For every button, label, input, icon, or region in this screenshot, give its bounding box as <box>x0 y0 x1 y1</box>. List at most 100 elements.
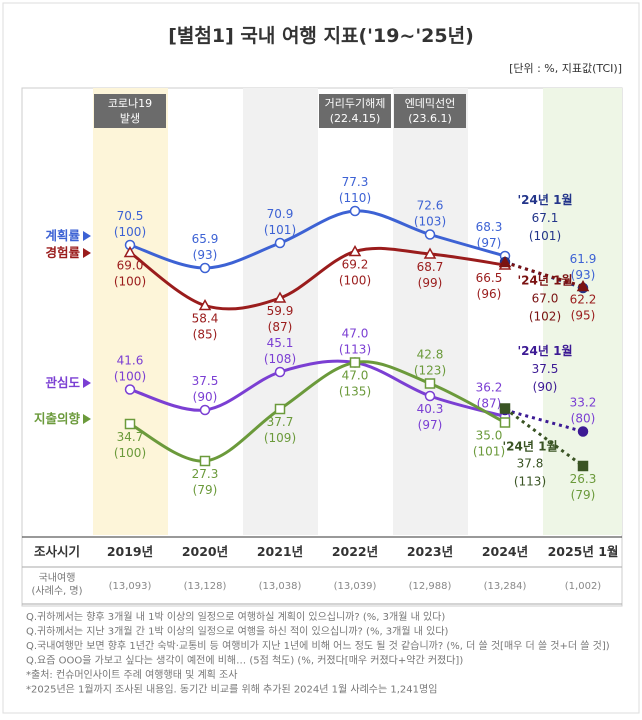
band-2021 <box>243 88 318 535</box>
index-label: (100) <box>114 275 146 289</box>
sample-size: (13,038) <box>259 581 302 592</box>
index-label: (93) <box>193 248 218 262</box>
annotation-text: 엔데믹선언 <box>405 97 456 110</box>
annotation-box <box>394 94 466 128</box>
footnote: Q.귀하께서는 향후 3개월 내 1박 이상의 일정으로 여행하실 계획이 있으… <box>26 610 445 623</box>
marker <box>124 384 136 395</box>
marker <box>424 229 436 240</box>
value-label: 45.1 <box>267 336 294 350</box>
value-label: 69.2 <box>342 258 369 272</box>
band-2025 <box>543 88 622 535</box>
value-label: 77.3 <box>342 175 369 189</box>
index-label: (100) <box>114 225 146 239</box>
marker <box>273 291 287 303</box>
index-label: (103) <box>414 215 446 229</box>
comparison-index: (101) <box>529 229 561 243</box>
index-label: (93) <box>571 268 596 282</box>
index-label: (79) <box>193 483 218 497</box>
index-label: (101) <box>264 223 296 237</box>
annotation-text: (23.6.1) <box>408 112 452 125</box>
x-tick-label: 2025년 1월 <box>548 544 619 559</box>
value-label: 65.9 <box>192 232 219 246</box>
index-label: (95) <box>571 309 596 323</box>
index-label: (87) <box>477 397 502 411</box>
series-name: 관심도 <box>45 375 80 390</box>
comparison-value: 67.1 <box>532 211 559 225</box>
comparison-index: (90) <box>533 380 558 394</box>
marker <box>499 403 511 414</box>
series-line <box>129 360 506 463</box>
value-label: 47.0 <box>342 369 369 383</box>
value-label: 37.5 <box>192 374 219 388</box>
value-label: 42.8 <box>417 348 444 362</box>
index-label: (80) <box>571 412 596 426</box>
unit: [단위 : %, 지표값(TCI)] <box>509 62 622 75</box>
value-label: 69.0 <box>117 259 144 273</box>
index-label: (100) <box>114 370 146 384</box>
marker <box>274 237 286 249</box>
footnote: Q.요즘 OOO을 가보고 싶다는 생각이 예전에 비해… (5점 척도) (%… <box>26 654 463 667</box>
footnote: *출처: 컨슈머인사이트 주례 여행행태 및 계획 조사 <box>26 669 237 681</box>
marker <box>576 279 590 292</box>
legend-arrow <box>83 231 91 241</box>
comparison-line <box>504 407 584 468</box>
index-label: (100) <box>114 446 146 460</box>
marker <box>199 455 211 467</box>
legend-arrow <box>83 248 91 258</box>
marker <box>348 244 362 257</box>
marker <box>349 357 361 368</box>
marker <box>124 418 136 430</box>
comparison-label: '24년 1월 <box>518 343 573 358</box>
marker <box>198 298 212 311</box>
band-2019 <box>93 88 168 535</box>
comparison-label: '24년 1월 <box>518 192 573 207</box>
x-tick-label: 2024년 <box>482 544 528 559</box>
sample-size: (13,039) <box>334 581 377 592</box>
footnote: *2025년은 1월까지 조사된 내용임. 동기간 비교를 위해 추가된 202… <box>26 683 437 696</box>
comparison-index: (102) <box>529 310 561 324</box>
index-label: (87) <box>268 320 293 334</box>
marker <box>424 390 436 402</box>
comparison-value: 37.8 <box>517 457 544 471</box>
index-label: (99) <box>418 276 443 290</box>
series-name: 계획률 <box>45 228 80 243</box>
annotation-text: 거리두기해제 <box>325 96 386 110</box>
marker <box>499 417 511 428</box>
index-label: (113) <box>339 343 371 357</box>
value-label: 40.3 <box>417 402 444 416</box>
value-label: 70.9 <box>267 207 294 221</box>
legend-arrow <box>83 378 91 388</box>
value-label: 37.7 <box>267 415 294 429</box>
x-tick-label: 2021년 <box>257 544 303 559</box>
footnote: Q.귀하께서는 지난 3개월 간 1박 이상의 일정으로 여행을 하신 적이 있… <box>26 625 449 638</box>
series-name: 경험률 <box>45 245 80 260</box>
value-label: 26.3 <box>570 472 597 486</box>
marker <box>498 255 512 268</box>
value-label: 41.6 <box>117 354 144 368</box>
legend-arrow <box>83 414 91 424</box>
marker <box>123 245 137 258</box>
value-label: 35.0 <box>476 429 503 443</box>
index-label: (135) <box>339 385 371 399</box>
comparison-label: '24년 1월 <box>518 273 573 288</box>
index-label: (100) <box>339 274 371 288</box>
value-label: 33.2 <box>570 396 597 410</box>
marker <box>274 403 286 415</box>
sample-size: (13,284) <box>484 581 527 592</box>
index-label: (97) <box>477 236 502 250</box>
index-label: (97) <box>418 418 443 432</box>
value-label: 47.0 <box>342 327 369 341</box>
marker <box>199 262 211 274</box>
table-row-label: (사례수, 명) <box>32 585 83 597</box>
annotation-text: (22.4.15) <box>330 112 381 125</box>
sample-size: (12,988) <box>409 581 452 592</box>
annotation-box <box>319 94 391 128</box>
sample-size: (13,093) <box>109 581 152 592</box>
x-tick-label: 2020년 <box>182 544 228 559</box>
value-label: 61.9 <box>570 252 597 266</box>
title: [별첨1] 국내 여행 지표('19~'25년) <box>168 25 474 47</box>
comparison-value: 67.0 <box>532 292 559 306</box>
x-tick-label: 2022년 <box>332 544 378 559</box>
marker <box>274 366 286 378</box>
